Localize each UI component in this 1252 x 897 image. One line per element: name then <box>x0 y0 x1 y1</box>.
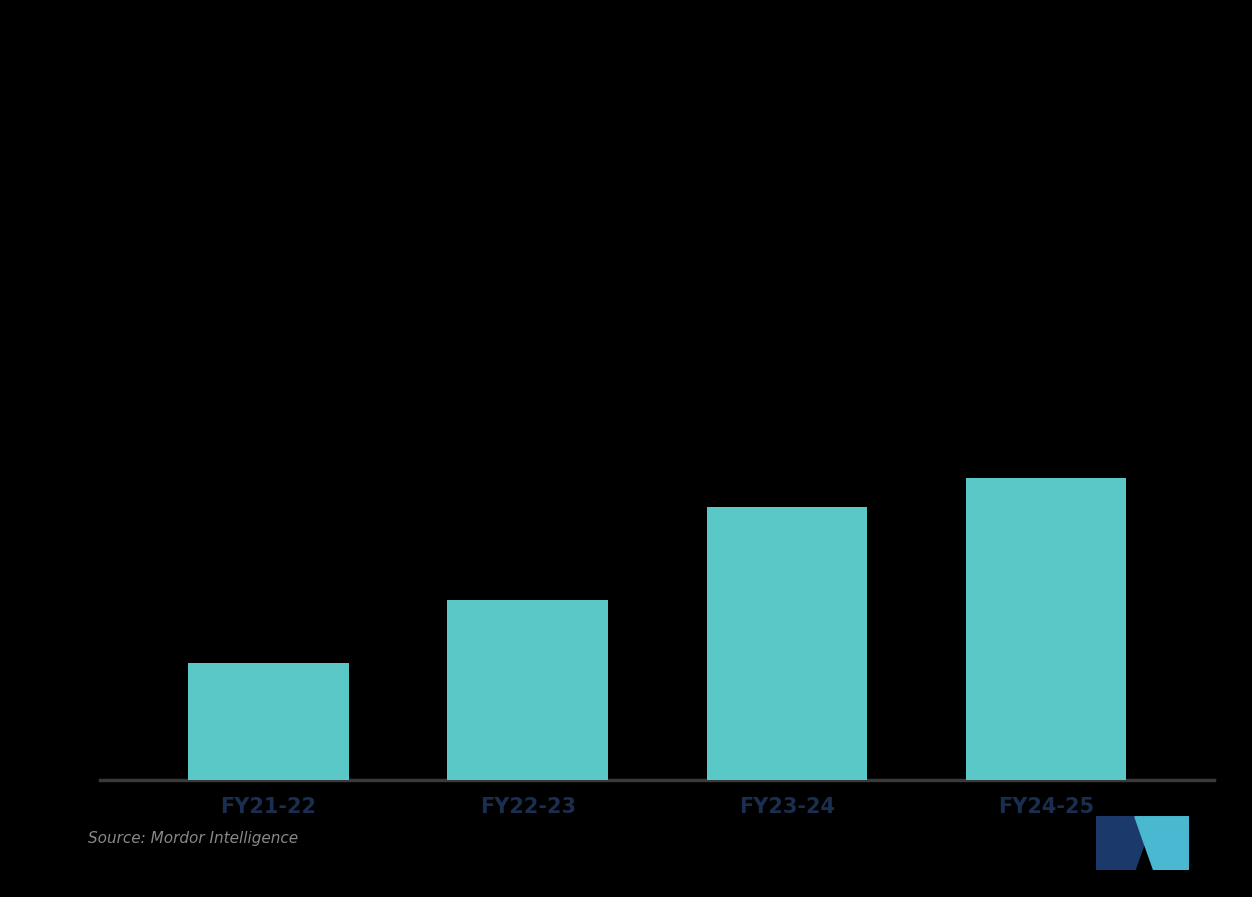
Bar <box>965 477 1127 780</box>
Bar <box>188 663 349 780</box>
Bar <box>706 507 868 780</box>
Polygon shape <box>1096 816 1144 870</box>
Polygon shape <box>1134 816 1189 870</box>
Text: Source: Mordor Intelligence: Source: Mordor Intelligence <box>88 832 298 846</box>
Bar <box>447 600 608 780</box>
